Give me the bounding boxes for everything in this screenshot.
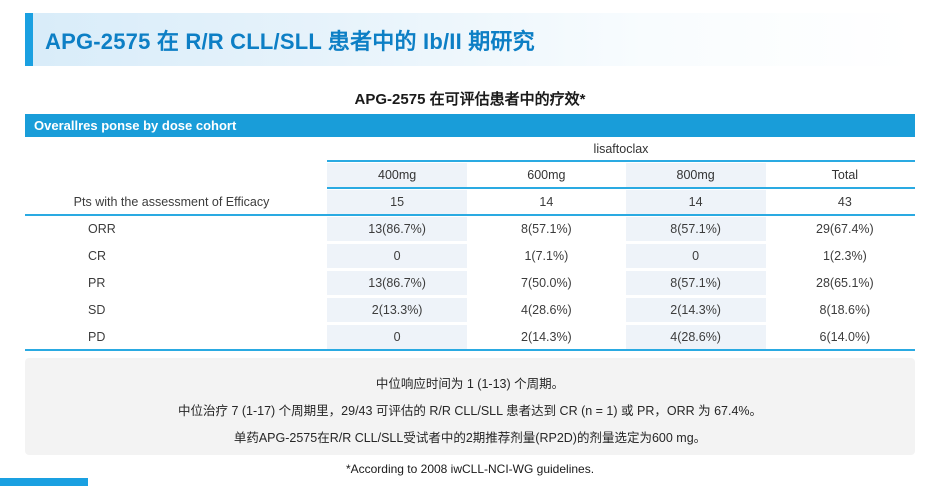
slide-title: APG-2575 在 R/R CLL/SLL 患者中的 Ib/II 期研究: [45, 28, 535, 54]
table-value: 8(57.1%): [521, 222, 572, 236]
notes-box: 中位响应时间为 1 (1-13) 个周期。 中位治疗 7 (1-17) 个周期里…: [25, 358, 915, 455]
table-value: 6(14.0%): [819, 330, 871, 344]
table-value: 14: [539, 195, 554, 209]
column-header-400mg: 400mg: [327, 163, 468, 187]
table-value: 2(13.3%): [327, 298, 468, 322]
efficacy-table-grid: lisaftoclax 400mg 600mg 800mg Total Pts …: [25, 137, 915, 349]
row-label-sd: SD: [88, 303, 106, 317]
table-value: 2(14.3%): [521, 330, 572, 344]
table-value: 8(57.1%): [625, 271, 766, 295]
table-value: 0: [625, 244, 766, 268]
row-label-cr: CR: [88, 249, 107, 263]
divider-under-dose-header: [327, 187, 915, 189]
spacer-cell: [25, 163, 318, 187]
title-accent-bar: [25, 13, 33, 66]
table-value: 28(65.1%): [816, 276, 874, 290]
table-value: 13(86.7%): [327, 271, 468, 295]
table-value: 0: [327, 244, 468, 268]
note-line-3: 单药APG-2575在R/R CLL/SLL受试者中的2期推荐剂量(RP2D)的…: [233, 431, 707, 445]
table-value: 15: [327, 190, 468, 214]
drug-group-header: lisaftoclax: [593, 141, 649, 156]
row-label-pr: PR: [88, 276, 106, 290]
table-bottom-border: [25, 349, 915, 351]
table-value: 2(14.3%): [625, 298, 766, 322]
table-value: 1(7.1%): [524, 249, 569, 263]
column-header-total: Total: [831, 168, 859, 182]
table-value: 29(67.4%): [816, 222, 874, 236]
table-value: 1(2.3%): [822, 249, 867, 263]
table-value: 7(50.0%): [521, 276, 572, 290]
efficacy-table: lisaftoclax 400mg 600mg 800mg Total Pts …: [25, 137, 915, 352]
table-value: 4(28.6%): [625, 325, 766, 349]
table-value: 8(18.6%): [819, 303, 871, 317]
divider-under-group-header: [327, 160, 915, 162]
table-value: 13(86.7%): [327, 217, 468, 241]
column-header-600mg: 600mg: [527, 168, 566, 182]
table-value: 43: [837, 195, 852, 209]
row-label-pd: PD: [88, 330, 106, 344]
table-value: 4(28.6%): [521, 303, 572, 317]
row-label-orr: ORR: [88, 222, 116, 236]
column-header-800mg: 800mg: [625, 163, 766, 187]
note-line-1: 中位响应时间为 1 (1-13) 个周期。: [375, 377, 565, 391]
footnote: *According to 2008 iwCLL-NCI-WG guidelin…: [345, 462, 595, 476]
divider-under-pts-row: [25, 214, 915, 216]
table-value: 0: [327, 325, 468, 349]
row-label: Pts with the assessment of Efficacy: [73, 195, 270, 209]
spacer-cell: [25, 137, 318, 160]
table-value: 14: [625, 190, 766, 214]
bottom-left-accent-bar: [0, 478, 88, 486]
note-line-2: 中位治疗 7 (1-17) 个周期里，29/43 可评估的 R/R CLL/SL…: [177, 404, 763, 418]
table-band-header: Overallres ponse by dose cohort: [25, 114, 915, 137]
title-banner: APG-2575 在 R/R CLL/SLL 患者中的 Ib/II 期研究: [25, 13, 915, 66]
table-value: 8(57.1%): [625, 217, 766, 241]
table-title: APG-2575 在可评估患者中的疗效*: [354, 91, 586, 108]
